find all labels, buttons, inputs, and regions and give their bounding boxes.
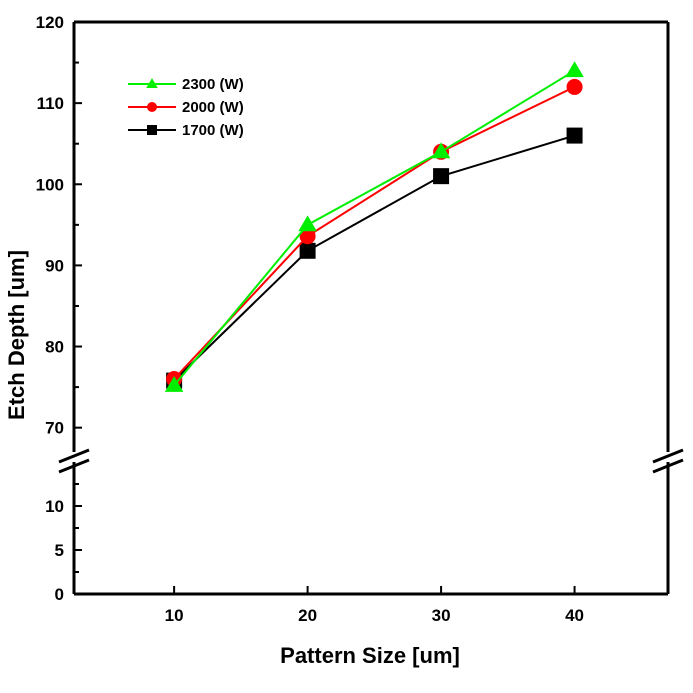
y-tick-label: 0	[55, 585, 64, 604]
legend-marker	[147, 125, 157, 135]
legend-item: 1700 (W)	[128, 122, 244, 139]
x-axis-title: Pattern Size [um]	[280, 643, 460, 668]
series-line	[173, 69, 576, 387]
series-group	[164, 61, 584, 392]
axis-break-mark	[58, 448, 90, 464]
legend: 2300 (W) 2000 (W) 1700 (W)	[128, 76, 244, 139]
data-point	[566, 127, 583, 144]
series-1700-w-	[166, 127, 583, 389]
data-point	[298, 215, 317, 232]
data-point	[565, 61, 584, 78]
y-tick-label: 70	[45, 419, 64, 438]
data-point	[299, 242, 316, 259]
axis-break-mark	[652, 458, 684, 474]
y-tick-label: 100	[36, 175, 64, 194]
legend-item: 2000 (W)	[128, 99, 244, 116]
legend-marker	[147, 102, 157, 112]
axis-ticks: 10 20 30 40 70 80 90 100 110 120 0 5 10	[36, 13, 584, 625]
legend-marker	[146, 78, 158, 88]
data-point	[433, 168, 450, 185]
x-tick-label: 20	[298, 606, 317, 625]
legend-label: 2000 (W)	[182, 99, 244, 116]
y-tick-label: 120	[36, 13, 64, 32]
y-tick-label: 110	[37, 94, 64, 113]
legend-label: 1700 (W)	[182, 122, 244, 139]
axis-break-mark	[58, 458, 90, 474]
x-tick-label: 30	[432, 606, 451, 625]
y-axis-title: Etch Depth [um]	[4, 250, 29, 420]
data-point	[299, 228, 316, 245]
y-tick-label: 5	[55, 541, 64, 560]
data-point	[431, 142, 451, 159]
legend-label: 2300 (W)	[182, 76, 244, 93]
data-point	[164, 376, 184, 392]
data-point	[566, 78, 583, 95]
series-line	[173, 134, 575, 382]
series-2300-w-	[164, 61, 584, 392]
series-line	[173, 86, 575, 380]
x-tick-label: 40	[565, 606, 584, 625]
legend-item: 2300 (W)	[128, 76, 244, 93]
y-tick-label: 10	[45, 497, 64, 516]
x-tick-label: 10	[165, 606, 184, 625]
y-tick-label: 80	[45, 338, 64, 357]
y-tick-label: 90	[45, 256, 64, 275]
plot-frame	[58, 20, 684, 596]
axis-break-mark	[652, 448, 684, 464]
